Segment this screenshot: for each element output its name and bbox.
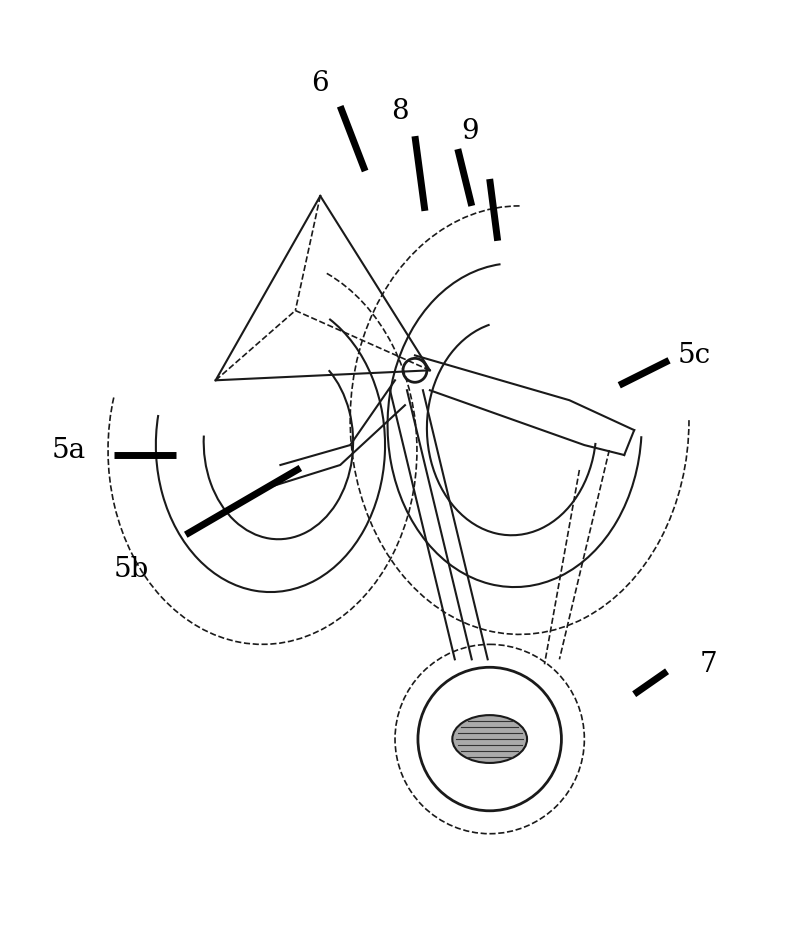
Text: 5b: 5b — [113, 556, 148, 583]
Text: 5c: 5c — [678, 342, 710, 369]
Text: 5a: 5a — [52, 437, 86, 464]
Text: 9: 9 — [461, 118, 479, 145]
Text: 8: 8 — [391, 97, 409, 125]
Text: 7: 7 — [700, 651, 717, 678]
Ellipse shape — [452, 715, 527, 763]
Text: 6: 6 — [311, 70, 329, 96]
